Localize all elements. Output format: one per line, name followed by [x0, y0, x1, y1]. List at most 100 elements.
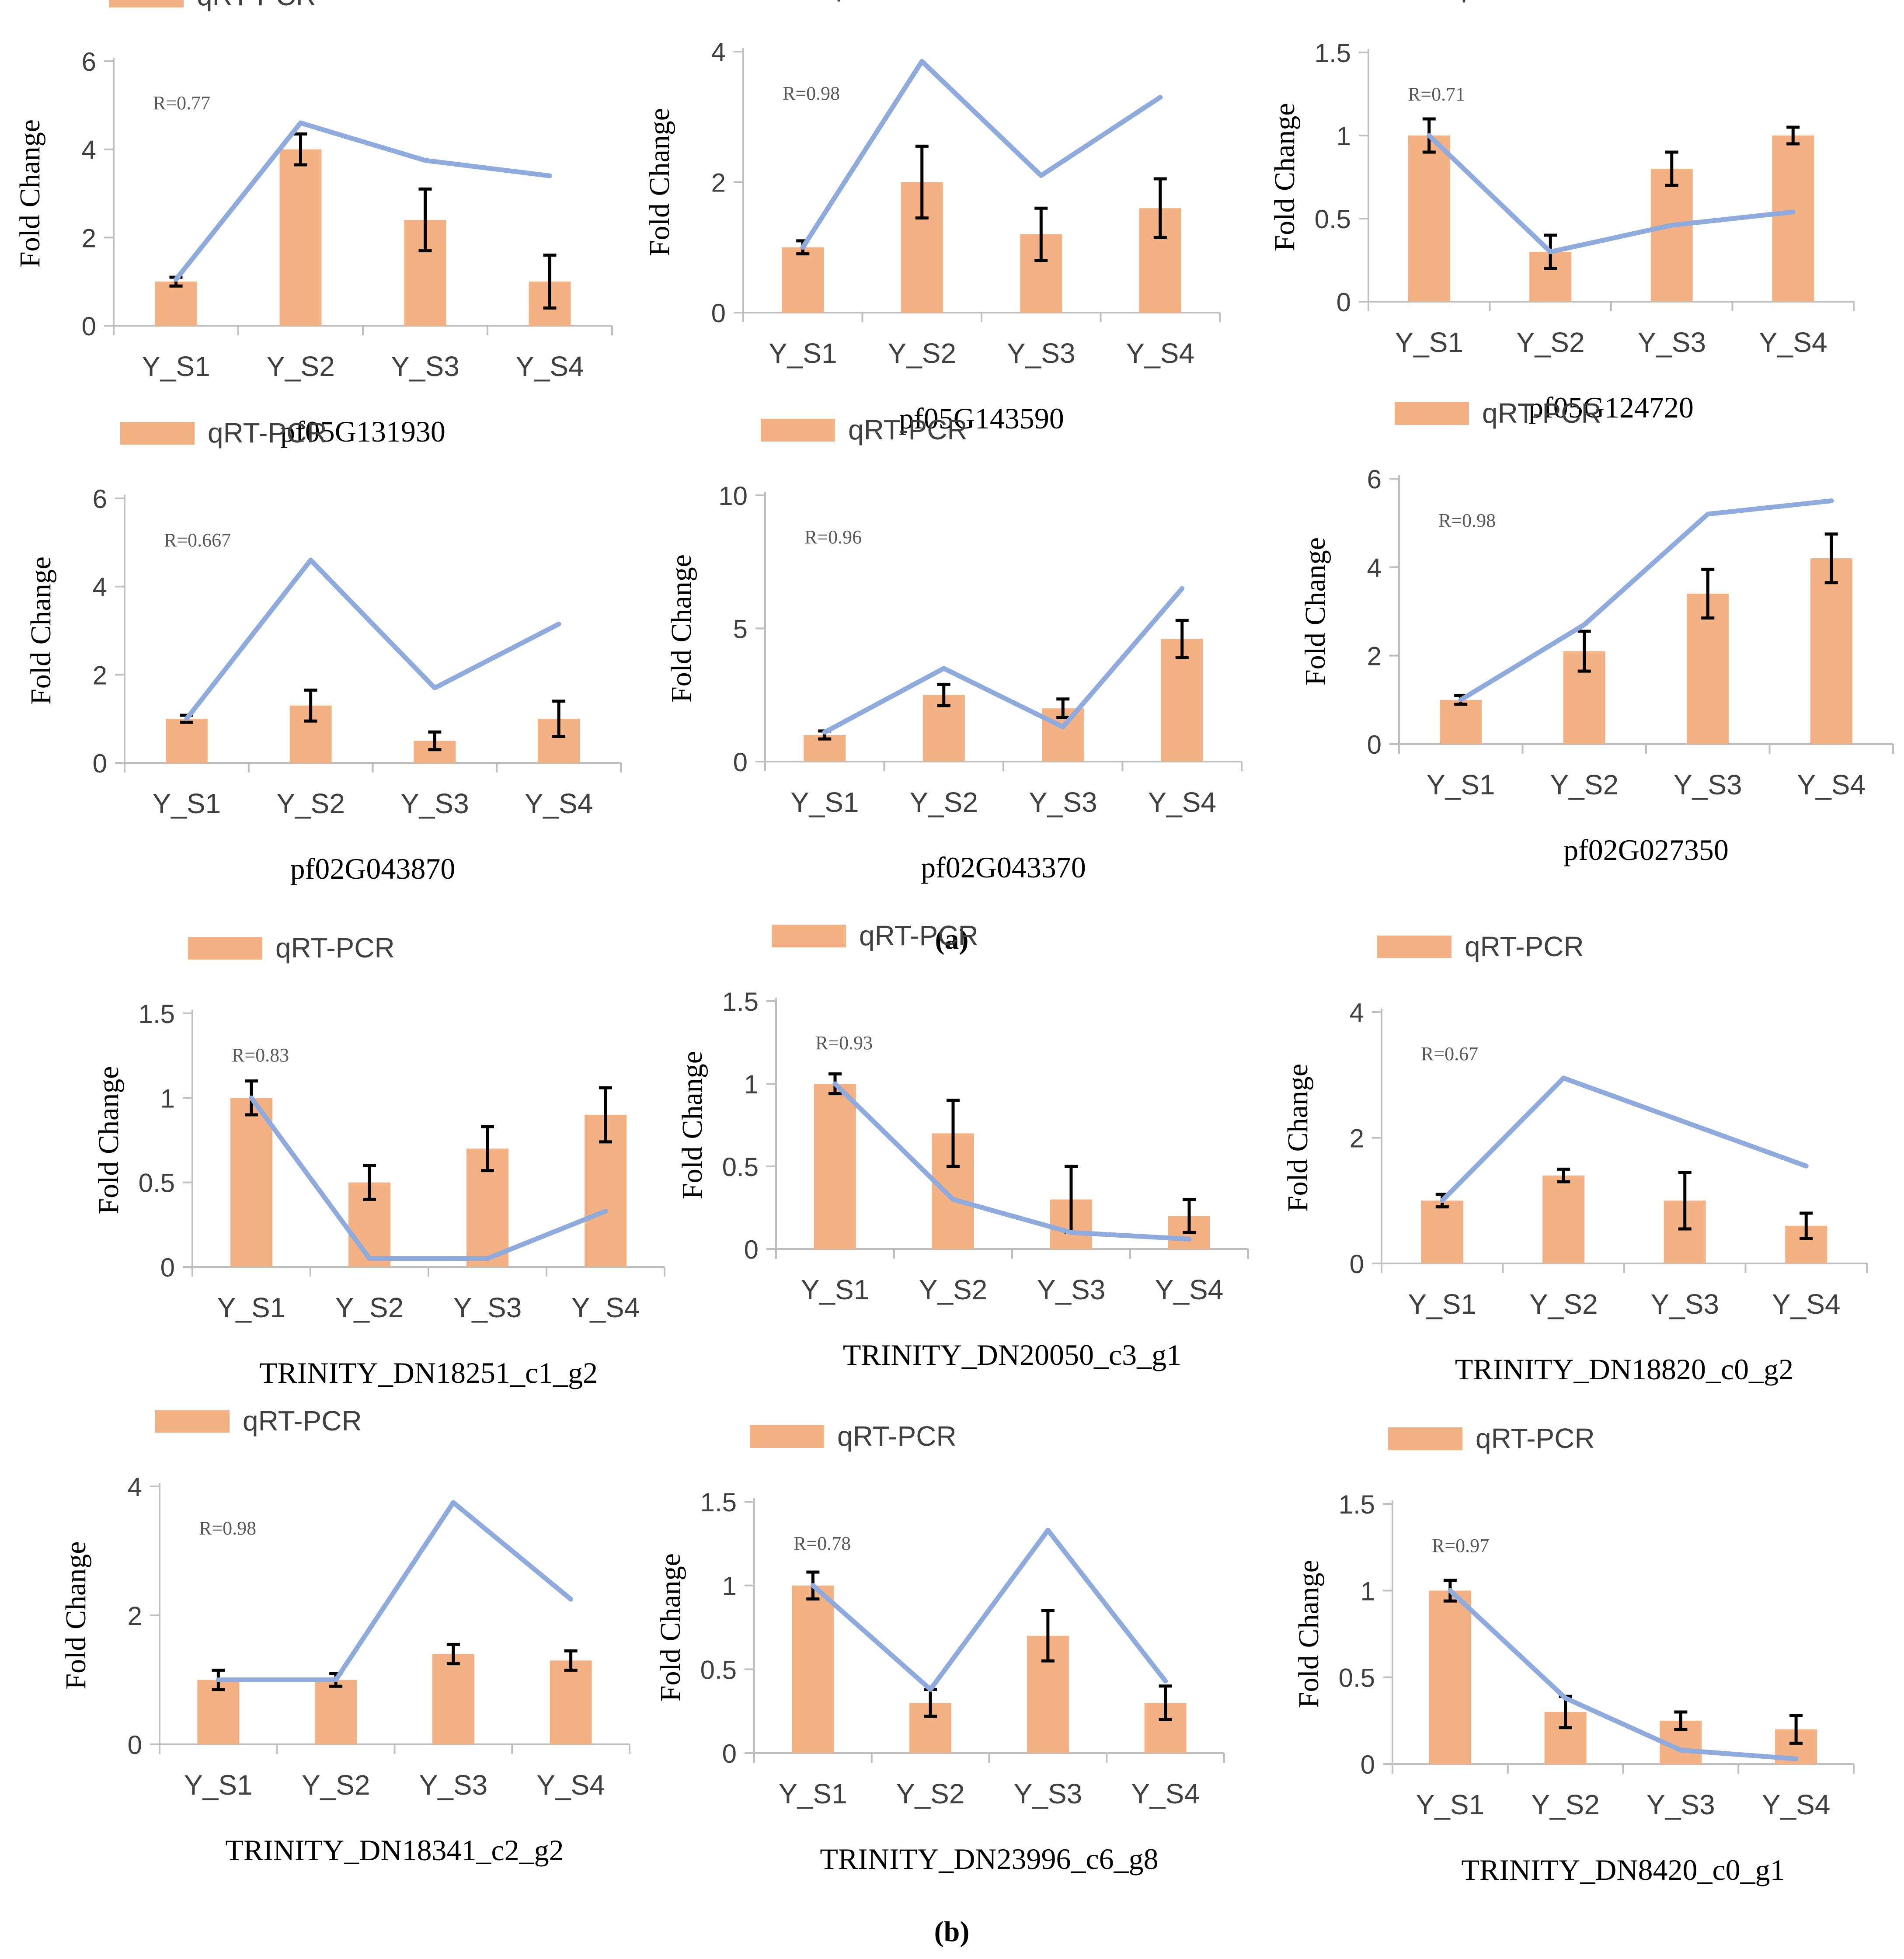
y-axis-label: Fold Change — [644, 108, 675, 256]
y-tick-label: 1 — [160, 1084, 175, 1113]
series-line — [800, 59, 1163, 250]
y-tick-label: 1 — [1361, 1576, 1375, 1606]
y-tick-label: 0 — [1337, 288, 1351, 317]
y-tick-label: 0 — [744, 1235, 759, 1264]
x-tick-label: Y_S1 — [1408, 1288, 1476, 1320]
bar — [1650, 169, 1693, 302]
y-tick-label: 1 — [744, 1070, 759, 1099]
y-tick-label: 4 — [711, 38, 726, 67]
bar — [230, 1098, 272, 1267]
y-tick-label: 2 — [1350, 1124, 1364, 1153]
x-tick-label: Y_S2 — [896, 1778, 965, 1809]
y-tick-label: 6 — [93, 484, 107, 514]
y-tick-label: 0 — [711, 299, 726, 328]
y-tick-label: 2 — [128, 1601, 142, 1631]
x-tick-label: Y_S2 — [302, 1769, 370, 1801]
y-axis-label: Fold Change — [1293, 1560, 1325, 1708]
legend-label: qRT-PCR — [1465, 931, 1584, 962]
y-tick-label: 1 — [1337, 122, 1351, 151]
x-tick-label: Y_S3 — [1650, 1288, 1719, 1320]
legend-label: qRT-PCR — [837, 1420, 957, 1452]
x-tick-label: Y_S3 — [453, 1292, 522, 1323]
legend-swatch — [188, 937, 262, 960]
bar — [1772, 136, 1814, 302]
chart-3: 0 0.5 1 1.5 Y_S1 Y_S2 Y_S3 Y_S4 qRT-PCR R=0.71 Fol… — [1269, 0, 1855, 424]
y-axis-label: Fold Change — [93, 1066, 125, 1214]
legend-label: qRT-PCR — [848, 414, 968, 445]
x-tick-label: Y_S3 — [1637, 327, 1706, 358]
x-tick-label: Y_S4 — [571, 1292, 640, 1323]
legend-swatch — [1377, 936, 1451, 958]
x-tick-label: Y_S3 — [1014, 1778, 1083, 1809]
bar — [1810, 558, 1852, 744]
chart-11: 0 0.5 1 1.5 Y_S1 Y_S2 Y_S3 Y_S4 qRT-PCR R=0.78 Fol… — [654, 1420, 1225, 1875]
correlation-annotation: R=0.67 — [1421, 1043, 1478, 1065]
correlation-annotation: R=0.98 — [199, 1517, 256, 1539]
legend-label: qRT-PCR — [208, 417, 327, 449]
x-tick-label: Y_S1 — [142, 351, 210, 382]
bar — [165, 719, 208, 763]
y-axis-label: Fold Change — [14, 119, 46, 268]
chart-title: TRINITY_DN23996_c6_g8 — [820, 1842, 1158, 1875]
correlation-annotation: R=0.83 — [232, 1044, 289, 1066]
x-tick-label: Y_S1 — [1395, 327, 1463, 358]
bar — [155, 282, 197, 326]
x-tick-label: Y_S3 — [1007, 338, 1076, 369]
legend-label: qRT-PCR — [197, 0, 316, 11]
x-tick-label: Y_S4 — [1148, 786, 1216, 818]
y-tick-label: 4 — [1350, 998, 1364, 1027]
legend-swatch — [772, 925, 846, 947]
x-tick-label: Y_S4 — [525, 788, 593, 819]
series-line — [1427, 133, 1796, 254]
bar — [1542, 1175, 1585, 1263]
x-tick-label: Y_S3 — [391, 351, 459, 382]
x-tick-label: Y_S1 — [153, 788, 221, 819]
chart-4: 0 2 4 6 Y_S1 Y_S2 Y_S3 Y_S4 qRT-PCR R=0.667 Fold C… — [25, 417, 622, 885]
x-tick-label: Y_S4 — [1759, 327, 1827, 358]
legend-label: qRT-PCR — [275, 932, 395, 964]
x-tick-label: Y_S4 — [536, 1769, 605, 1801]
bar — [1161, 639, 1203, 762]
correlation-annotation: R=0.667 — [164, 529, 231, 551]
chart-8: 0 0.5 1 1.5 Y_S1 Y_S2 Y_S3 Y_S4 qRT-PCR R=0.93 Fol… — [676, 920, 1249, 1371]
y-axis-label: Fold Change — [665, 554, 697, 703]
y-tick-label: 0.5 — [1315, 205, 1351, 234]
y-tick-label: 2 — [1367, 642, 1382, 671]
bar — [432, 1654, 474, 1744]
bar — [792, 1585, 834, 1753]
x-tick-label: Y_S1 — [779, 1778, 847, 1809]
y-tick-label: 4 — [93, 573, 107, 602]
x-tick-label: Y_S1 — [1427, 769, 1495, 800]
chart-7: 0 0.5 1 1.5 Y_S1 Y_S2 Y_S3 Y_S4 qRT-PCR R=0.83 Fol… — [93, 932, 665, 1389]
y-tick-label: 0.5 — [700, 1655, 737, 1684]
y-tick-label: 4 — [1367, 553, 1382, 582]
correlation-annotation: R=0.97 — [1432, 1535, 1489, 1556]
chart-title: TRINITY_DN20050_c3_g1 — [843, 1338, 1181, 1371]
bar — [1408, 136, 1450, 302]
legend-swatch — [155, 1410, 230, 1433]
chart-title: pf05G131930 — [280, 415, 446, 448]
chart-title: pf05G124720 — [1528, 391, 1694, 424]
y-axis-label: Fold Change — [654, 1553, 686, 1702]
y-tick-label: 0 — [128, 1730, 142, 1760]
correlation-annotation: R=0.78 — [794, 1533, 851, 1554]
bar — [1440, 699, 1482, 744]
y-axis-label: Fold Change — [676, 1051, 708, 1199]
x-tick-label: Y_S2 — [888, 338, 956, 369]
legend-label: qRT-PCR — [826, 0, 946, 2]
y-tick-label: 4 — [128, 1472, 142, 1502]
correlation-annotation: R=0.98 — [1438, 510, 1496, 531]
y-tick-label: 6 — [82, 47, 96, 77]
y-tick-label: 0.5 — [139, 1169, 175, 1198]
series-line — [1458, 498, 1834, 703]
x-tick-label: Y_S4 — [1772, 1288, 1841, 1320]
x-tick-label: Y_S2 — [1550, 769, 1619, 800]
y-tick-label: 0 — [93, 749, 107, 778]
y-tick-label: 0 — [1367, 730, 1382, 759]
y-tick-label: 0.5 — [722, 1152, 759, 1182]
x-tick-label: Y_S2 — [1531, 1789, 1600, 1820]
chart-title: pf02G043870 — [290, 852, 456, 885]
x-tick-label: Y_S3 — [1646, 1789, 1715, 1820]
bar — [279, 149, 322, 326]
y-axis-label: Fold Change — [1269, 103, 1301, 251]
